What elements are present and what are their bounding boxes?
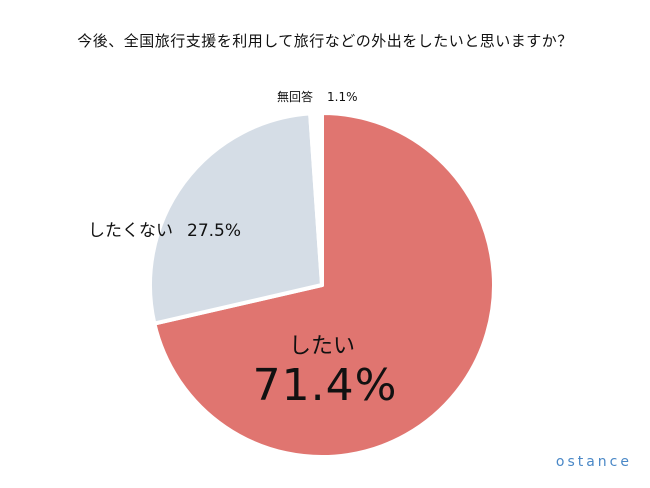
slice-want xyxy=(152,111,496,459)
slice-label-want-value: 71.4% xyxy=(252,360,398,411)
slice-label-not-want: したくない 27.5% xyxy=(88,216,241,241)
slice-not-want xyxy=(148,111,324,326)
chart-title: 今後、全国旅行支援を利用して旅行などの外出をしたいと思いますか？ xyxy=(77,32,573,50)
brand-logo: ostance xyxy=(555,454,632,470)
slice-label-no-answer-value: 1.1% xyxy=(327,90,358,104)
slice-label-want-name: したい xyxy=(288,334,355,359)
slice-label-no-answer: 無回答 1.1% xyxy=(277,88,358,105)
slice-label-no-answer-name: 無回答 xyxy=(277,90,314,104)
slice-label-not-want-name: したくない xyxy=(88,221,173,241)
slice-label-not-want-value: 27.5% xyxy=(187,221,242,241)
slice-no-answer xyxy=(308,110,324,287)
